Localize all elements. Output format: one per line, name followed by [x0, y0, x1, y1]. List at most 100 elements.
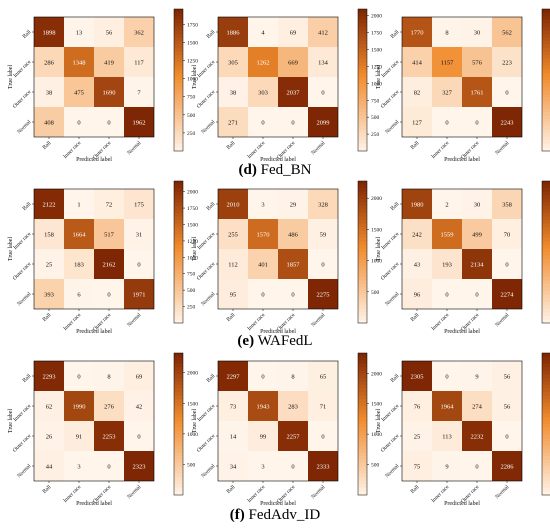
colorbar-tick-label: 250	[187, 131, 196, 137]
matrix-frame	[33, 188, 155, 310]
colorbar-segment	[174, 140, 183, 145]
colorbar-segment	[358, 136, 367, 141]
colorbar-segment	[542, 395, 550, 400]
caption-e: (e) WAFedL	[0, 333, 550, 350]
colorbar-segment	[542, 80, 550, 85]
colorbar-tick-label: 750	[187, 95, 196, 101]
colorbar-segment	[358, 384, 367, 390]
cell-value-label: 56	[504, 404, 511, 411]
colorbar-segment	[358, 445, 367, 450]
cell-value-label: 38	[230, 90, 237, 97]
cell-value-label: 25	[414, 434, 421, 441]
colorbar-segment	[358, 269, 367, 274]
colorbar-segment	[542, 181, 550, 186]
colorbar-segment	[542, 367, 550, 372]
colorbar-segment	[358, 262, 367, 267]
matrix-cell	[462, 249, 492, 279]
cell-value-label: 0	[321, 262, 324, 269]
cell-value-label: 62	[46, 404, 53, 411]
colorbar-tick-label: 750	[371, 98, 380, 104]
colorbar-segment	[174, 262, 183, 267]
colorbar-segment	[174, 97, 183, 102]
y-tick-label: Inner race	[13, 59, 33, 79]
y-tick-label: Outer race	[196, 261, 217, 282]
matrix-cell	[248, 47, 278, 77]
colorbar-segment	[174, 223, 183, 228]
x-tick-label: Normal	[310, 140, 326, 156]
colorbar-frame	[541, 352, 550, 496]
colorbar-tick-label: 1500	[187, 222, 198, 228]
colorbar-segment	[542, 9, 550, 14]
colorbar-segment	[542, 473, 550, 478]
colorbar-segment	[358, 33, 367, 38]
cell-value-label: 96	[414, 292, 421, 299]
matrix-frame	[33, 16, 155, 138]
y-axis-label: True label	[376, 65, 382, 90]
colorbar-segment	[174, 122, 183, 127]
colorbar-segment	[358, 487, 367, 493]
matrix-cell	[248, 451, 278, 481]
colorbar-segment	[174, 40, 183, 46]
cell-value-label: 9	[445, 464, 448, 471]
colorbar-segment	[174, 452, 183, 457]
colorbar-segment	[358, 399, 367, 404]
matrix-cell	[218, 279, 248, 309]
colorbar-segment	[174, 252, 183, 257]
colorbar-segment	[174, 212, 183, 218]
colorbar-segment	[542, 308, 550, 313]
cell-value-label: 517	[104, 232, 115, 239]
colorbar-segment	[174, 280, 183, 285]
matrix-cell	[308, 77, 338, 107]
colorbar-segment	[542, 220, 550, 225]
cell-value-label: 134	[318, 60, 329, 67]
cell-value-label: 1980	[411, 202, 424, 209]
cell-value-label: 0	[291, 120, 294, 127]
cell-value-label: 72	[106, 202, 113, 209]
cell-value-label: 56	[106, 30, 113, 37]
colorbar-segment	[542, 455, 550, 461]
y-tick-label: Outer race	[196, 433, 217, 454]
matrix-cell	[124, 451, 154, 481]
cell-value-label: 2333	[317, 464, 330, 471]
colorbar-segment	[174, 291, 183, 296]
matrix-cell	[432, 421, 462, 451]
y-tick-label: Outer race	[196, 89, 217, 110]
colorbar-segment	[542, 16, 550, 21]
colorbar-segment	[542, 491, 550, 496]
matrix-cell	[492, 219, 522, 249]
colorbar-segment	[358, 147, 367, 152]
colorbar-segment	[174, 72, 183, 78]
matrix-frame	[217, 360, 339, 482]
matrix-cell	[492, 451, 522, 481]
colorbar-segment	[174, 441, 183, 446]
cell-value-label: 127	[412, 120, 423, 127]
x-axis-label: Predicted label	[444, 501, 480, 507]
colorbar-segment	[174, 119, 183, 124]
colorbar-segment	[542, 287, 550, 292]
cell-value-label: 223	[502, 60, 512, 67]
colorbar-segment	[174, 305, 183, 310]
colorbar-segment	[542, 76, 550, 81]
colorbar-segment	[174, 234, 183, 239]
matrix-cell	[64, 189, 94, 219]
y-tick-label: Normal	[200, 463, 216, 479]
matrix-cell	[308, 249, 338, 279]
matrix-cell	[278, 451, 308, 481]
colorbar-segment	[174, 51, 183, 56]
colorbar-segment	[358, 181, 367, 186]
cell-value-label: 499	[472, 232, 482, 239]
matrix-cell	[308, 421, 338, 451]
colorbar-segment	[542, 255, 550, 260]
y-tick-label: Outer race	[12, 261, 33, 282]
colorbar-segment	[358, 244, 367, 250]
colorbar-tick-label: 1500	[371, 48, 382, 54]
colorbar-segment	[358, 198, 367, 203]
colorbar-segment	[542, 294, 550, 299]
matrix-cell	[248, 107, 278, 137]
matrix-cell	[94, 249, 124, 279]
matrix-cell	[462, 451, 492, 481]
matrix-cell	[94, 279, 124, 309]
cell-value-label: 44	[46, 464, 53, 471]
colorbar-segment	[358, 448, 367, 453]
colorbar-segment	[542, 416, 550, 422]
